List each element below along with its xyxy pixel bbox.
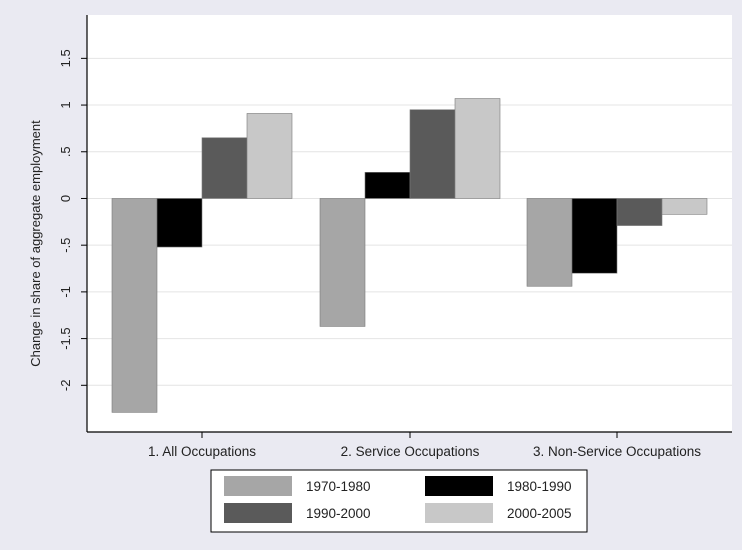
bar-1970-1980-3 xyxy=(526,198,573,287)
bar-1980-1990-2 xyxy=(364,172,411,199)
bar-1990-2000-3 xyxy=(616,198,663,226)
x-tick-label: 1. All Occupations xyxy=(148,444,256,459)
bar-1990-2000-1 xyxy=(201,137,248,199)
bar-2000-2005-2 xyxy=(454,98,501,199)
legend-label: 2000-2005 xyxy=(507,506,572,521)
legend-label: 1970-1980 xyxy=(306,479,371,494)
bar-1980-1990-3 xyxy=(571,198,618,274)
legend-swatch xyxy=(224,503,292,523)
legend-label: 1990-2000 xyxy=(306,506,371,521)
legend-swatch xyxy=(425,476,493,496)
legend-swatch xyxy=(224,476,292,496)
bar-1970-1980-2 xyxy=(319,198,366,327)
y-tick-label: .5 xyxy=(58,146,73,157)
bar-1980-1990-1 xyxy=(156,198,203,248)
y-tick-label: -1 xyxy=(58,286,73,298)
legend-swatch xyxy=(425,503,493,523)
y-tick-label: 1.5 xyxy=(58,49,73,67)
legend-label: 1980-1990 xyxy=(507,479,572,494)
bar-1990-2000-2 xyxy=(409,109,456,199)
y-axis-label: Change in share of aggregate employment xyxy=(28,120,43,367)
bar-2000-2005-3 xyxy=(661,198,708,215)
y-tick-label: 0 xyxy=(58,195,73,202)
bar-2000-2005-1 xyxy=(246,113,293,199)
y-tick-label: -.5 xyxy=(58,238,73,253)
x-tick-label: 2. Service Occupations xyxy=(341,444,480,459)
y-tick-label: -2 xyxy=(58,380,73,392)
y-tick-label: -1.5 xyxy=(58,327,73,349)
y-tick-label: 1 xyxy=(58,101,73,108)
bar-1970-1980-1 xyxy=(111,198,158,413)
x-tick-label: 3. Non-Service Occupations xyxy=(533,444,701,459)
